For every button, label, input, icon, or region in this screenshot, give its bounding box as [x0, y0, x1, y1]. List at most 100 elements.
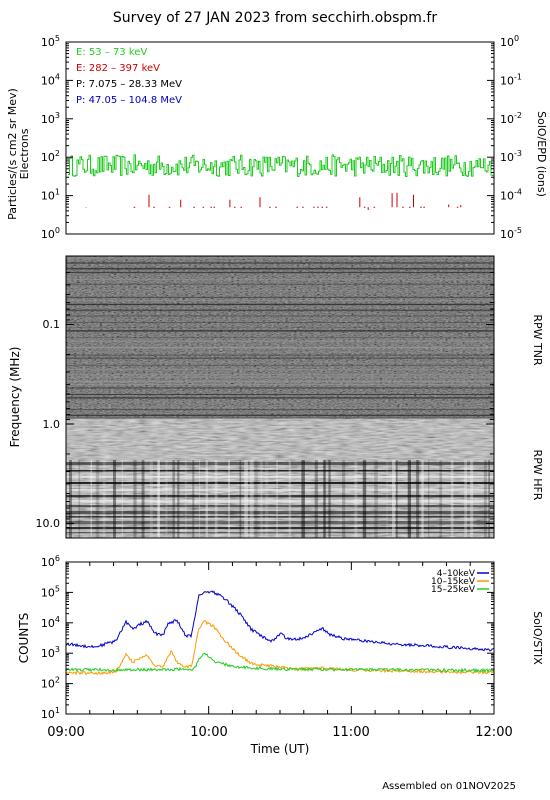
hfr-streak [374, 460, 378, 538]
hfr-streak [450, 460, 454, 538]
hfr-streak [95, 460, 100, 538]
hfr-streak [428, 460, 430, 538]
hfr-streak [354, 460, 358, 538]
hfr-band [66, 532, 494, 534]
hfr-streak [323, 460, 326, 538]
hfr-band [66, 511, 494, 515]
epd-panel: 100 10-5 101 10-4 102 10-3 103 10-2 104 10-1 105 10… [6, 34, 548, 241]
hfr-streak [265, 460, 269, 538]
footer-note: Assembled on 01NOV2025 [382, 781, 516, 792]
epd-ytick-label-left: 102 [41, 149, 60, 164]
hfr-band [66, 527, 494, 530]
hfr-band [66, 495, 494, 498]
epd-series-electrons-282-397 [85, 192, 462, 210]
hfr-streak [396, 460, 398, 538]
rpw-tnr-label: RPW TNR [531, 314, 544, 366]
hfr-streak [328, 460, 331, 538]
epd-ytick-label-right: 10-5 [500, 226, 522, 241]
stix-ytick-label: 103 [41, 645, 60, 660]
epd-series-group [68, 154, 494, 210]
rpw-hfr-label: RPW HFR [531, 450, 544, 501]
hfr-streak [157, 460, 160, 538]
xtick-11-00: 11:00 [332, 725, 369, 740]
hfr-streak [301, 460, 305, 538]
hfr-band [66, 516, 494, 518]
hfr-streak [192, 460, 195, 538]
hfr-streak [421, 460, 424, 538]
stix-series-4–10keV [66, 590, 494, 652]
epd-ylabel-electrons: Electrons [18, 128, 31, 179]
hfr-spectrogram [66, 418, 494, 538]
hfr-band [66, 482, 494, 484]
hfr-streak [254, 460, 258, 538]
rpw-frame [65, 255, 495, 539]
epd-frame [65, 41, 495, 235]
hfr-streak [488, 460, 490, 538]
legend-protons-7-28: P: 7.075 – 28.33 MeV [76, 79, 182, 90]
stix-ylabel: COUNTS [17, 613, 31, 664]
hfr-streak [439, 460, 443, 538]
hfr-streak [342, 460, 346, 538]
hfr-streak [483, 460, 487, 538]
epd-ytick-label-right: 100 [500, 34, 519, 49]
hfr-streak [244, 460, 248, 538]
legend-electrons-282-397: E: 282 – 397 keV [76, 63, 160, 74]
rpw-ytick-10.0: 10.0 [36, 517, 61, 530]
stix-legend-15-25: 15–25keV [431, 585, 476, 595]
stix-label-right: SolO/STIX [531, 611, 544, 665]
hfr-streak [314, 460, 318, 538]
legend-protons-47-104: P: 47.05 – 104.8 MeV [76, 95, 182, 106]
hfr-band [66, 505, 494, 508]
stix-ticks: 101 102 103 104 105 106 [41, 554, 495, 721]
rpw-ytick-1.0: 1.0 [43, 418, 61, 431]
rpw-ytick-0.1: 0.1 [43, 318, 61, 331]
hfr-streak [276, 460, 278, 538]
hfr-streak [288, 460, 292, 538]
stix-panel: 101 102 103 104 105 106 4–10keV 10–15keV 15–2… [17, 554, 544, 756]
hfr-streak [184, 460, 187, 538]
xtick-12-00: 12:00 [475, 725, 512, 740]
hfr-streak [133, 460, 137, 538]
hfr-streak [199, 460, 200, 538]
epd-ytick-label-right: 10-4 [500, 188, 522, 203]
epd-ytick-label-right: 10-1 [500, 72, 522, 87]
rpw-panel: 0.1 1.0 10.0 Frequency (MHz) RPW TNR RPW… [8, 255, 544, 539]
hfr-streak [177, 460, 180, 538]
hfr-band [66, 470, 494, 472]
epd-ytick-label-left: 105 [41, 34, 60, 49]
hfr-streak [102, 460, 106, 538]
stix-xlabel: Time (UT) [250, 742, 310, 756]
hfr-band [66, 500, 494, 503]
hfr-band [66, 476, 494, 478]
epd-series-electrons-53-73 [68, 154, 494, 177]
hfr-streak [205, 460, 209, 538]
epd-ytick-label-left: 100 [41, 226, 60, 241]
stix-series-group [66, 590, 494, 676]
hfr-streak [416, 460, 420, 538]
epd-ytick-label-left: 103 [41, 111, 60, 126]
hfr-streak [464, 460, 468, 538]
hfr-streak [249, 460, 254, 538]
epd-ylabel-right: SolO/EPD (ions) [535, 111, 548, 197]
rpw-ticks [66, 271, 494, 529]
stix-ytick-label: 101 [41, 706, 60, 721]
epd-ytick-label-right: 10-2 [500, 111, 522, 126]
stix-ytick-label: 106 [41, 554, 60, 569]
epd-ytick-label-left: 104 [41, 72, 60, 87]
stix-series-15–25keV [66, 652, 494, 674]
epd-ytick-label-right: 10-3 [500, 149, 522, 164]
hfr-streak [113, 460, 116, 538]
hfr-streak [260, 460, 263, 538]
hfr-streak [214, 460, 218, 538]
hfr-streak [149, 460, 153, 538]
xtick-10-00: 10:00 [190, 725, 227, 740]
tnr-spectrogram [66, 256, 494, 418]
hfr-band [66, 462, 494, 466]
hfr-streak [362, 460, 367, 538]
rpw-stripes [66, 257, 494, 538]
stix-legend-10-15: 10–15keV [431, 577, 476, 587]
hfr-streak [141, 460, 145, 538]
hfr-streak [121, 460, 123, 538]
stix-legend: 4–10keV 10–15keV 15–25keV [431, 569, 489, 595]
hfr-band [66, 521, 494, 525]
